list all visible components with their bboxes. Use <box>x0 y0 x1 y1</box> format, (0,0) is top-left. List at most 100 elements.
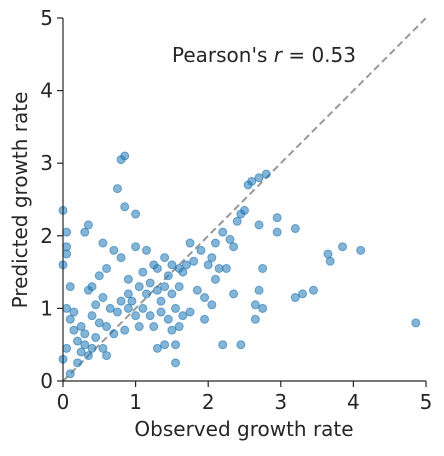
point <box>138 303 148 313</box>
point <box>338 242 348 252</box>
x-tick-label: 3 <box>274 390 287 414</box>
point <box>134 322 144 332</box>
x-tick-label: 2 <box>202 390 215 414</box>
point <box>236 209 246 219</box>
point <box>207 253 217 263</box>
point <box>229 242 239 252</box>
point <box>218 227 228 237</box>
point <box>83 220 93 230</box>
point <box>134 282 144 292</box>
x-tick-label: 1 <box>129 390 142 414</box>
point <box>98 238 108 248</box>
point <box>65 314 75 324</box>
point <box>247 176 257 186</box>
point <box>65 369 75 379</box>
point <box>189 256 199 266</box>
annotation-symbol: r <box>274 43 284 67</box>
point <box>80 227 90 237</box>
point <box>163 314 173 324</box>
point <box>102 263 112 273</box>
point <box>152 285 162 295</box>
point <box>218 340 228 350</box>
point <box>80 329 90 339</box>
point <box>254 285 264 295</box>
point <box>109 329 119 339</box>
point <box>73 336 83 346</box>
point <box>112 307 122 317</box>
point <box>62 242 72 252</box>
point <box>98 343 108 353</box>
point <box>163 271 173 281</box>
point <box>254 220 264 230</box>
point <box>200 314 210 324</box>
point <box>160 340 170 350</box>
point <box>174 282 184 292</box>
annotation-suffix: = 0.53 <box>282 43 356 67</box>
point <box>76 322 86 332</box>
point <box>323 249 333 259</box>
y-tick-label: 5 <box>40 6 53 30</box>
point <box>76 347 86 357</box>
point <box>178 311 188 321</box>
point <box>290 224 300 234</box>
point <box>62 343 72 353</box>
point <box>290 293 300 303</box>
identity-line <box>62 17 427 382</box>
point <box>116 296 126 306</box>
point <box>141 245 151 255</box>
point <box>167 325 177 335</box>
point <box>171 340 181 350</box>
point <box>210 238 220 248</box>
point <box>411 318 421 328</box>
point <box>69 307 79 317</box>
point <box>83 285 93 295</box>
y-tick-label: 1 <box>40 296 53 320</box>
point <box>87 343 97 353</box>
y-tick-label: 4 <box>40 79 53 103</box>
point <box>272 227 282 237</box>
point <box>207 300 217 310</box>
point <box>73 358 83 368</box>
point <box>250 314 260 324</box>
point <box>65 282 75 292</box>
point <box>102 322 112 332</box>
point <box>325 256 335 266</box>
point <box>196 245 206 255</box>
point <box>109 245 119 255</box>
point <box>171 358 181 368</box>
x-tick-label: 4 <box>347 390 360 414</box>
point <box>120 202 130 212</box>
point <box>105 303 115 313</box>
point <box>192 285 202 295</box>
point <box>258 263 268 273</box>
y-tick-label: 2 <box>40 224 53 248</box>
point <box>298 289 308 299</box>
point <box>138 267 148 277</box>
point <box>116 253 126 263</box>
point <box>167 289 177 299</box>
point <box>112 184 122 194</box>
point <box>250 300 260 310</box>
point <box>83 351 93 361</box>
point <box>272 213 282 223</box>
point <box>120 151 130 161</box>
point <box>236 340 246 350</box>
point <box>102 351 112 361</box>
point <box>171 303 181 313</box>
point <box>200 293 210 303</box>
point <box>123 303 133 313</box>
point <box>87 311 97 321</box>
point <box>160 282 170 292</box>
point <box>160 253 170 263</box>
point <box>91 332 101 342</box>
point <box>174 322 184 332</box>
point <box>62 303 72 313</box>
point <box>178 267 188 277</box>
x-tick-label: 0 <box>57 390 70 414</box>
point <box>120 325 130 335</box>
point <box>214 263 224 273</box>
point <box>210 274 220 284</box>
point <box>185 238 195 248</box>
x-tick-label: 5 <box>420 390 433 414</box>
